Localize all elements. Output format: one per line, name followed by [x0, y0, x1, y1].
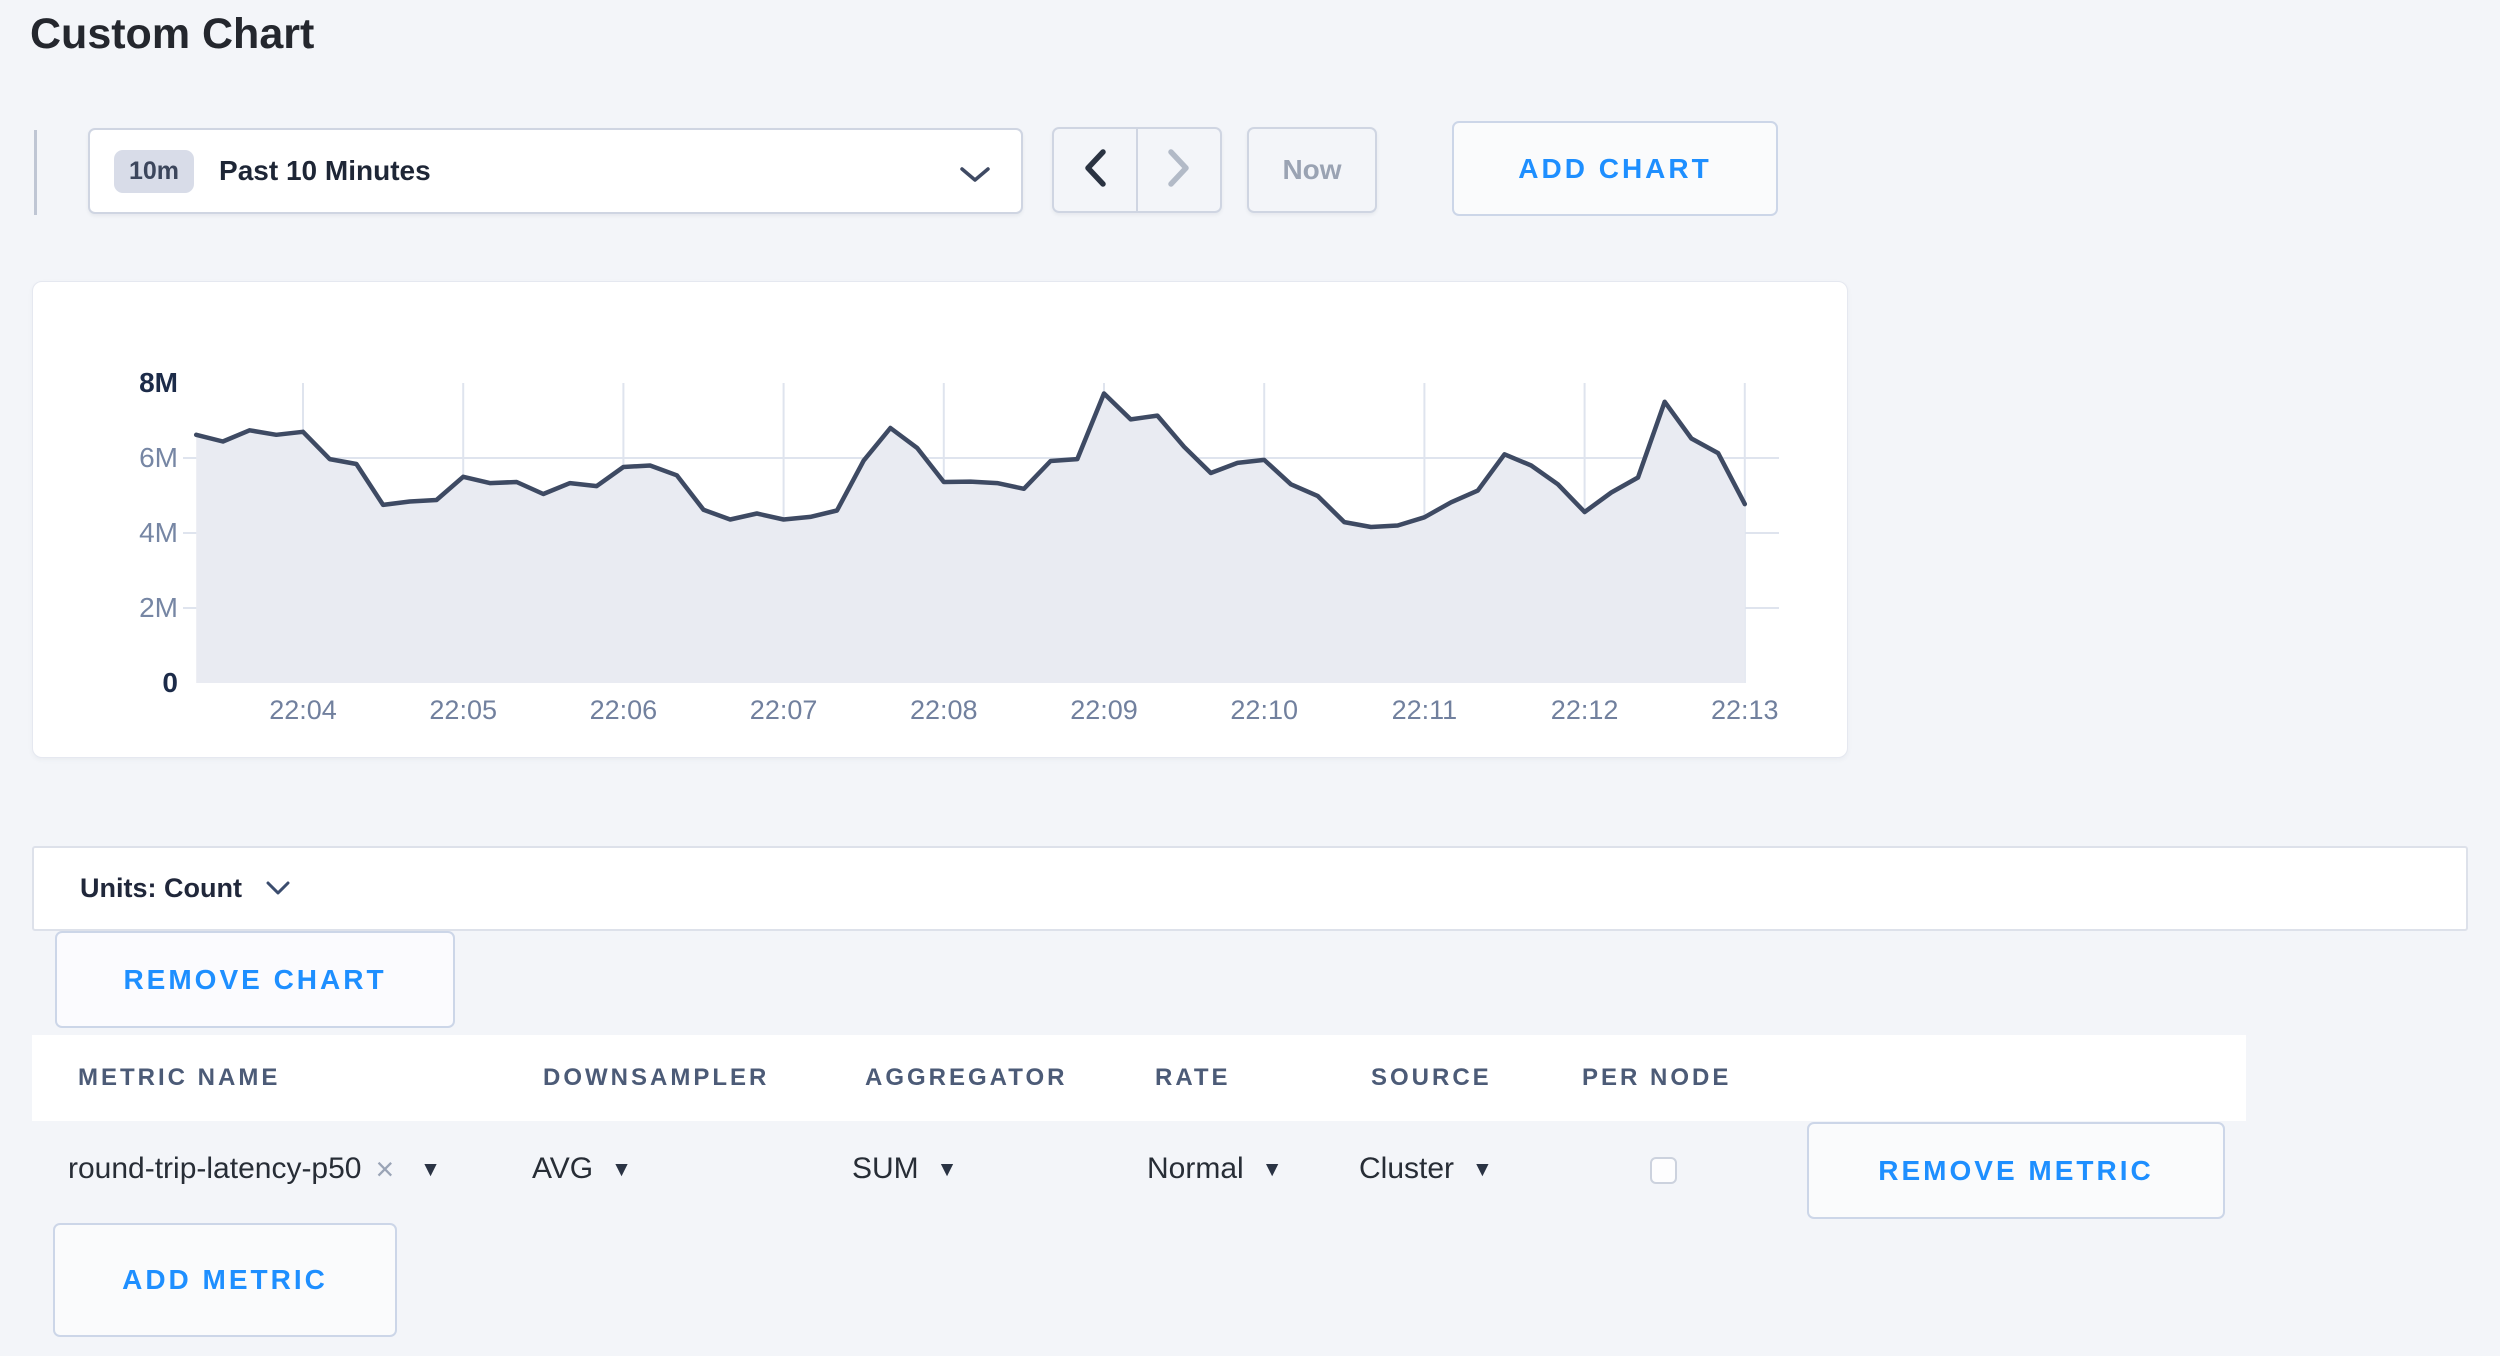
caret-down-icon: ▼	[611, 1157, 632, 1181]
caret-down-icon: ▼	[1261, 1157, 1283, 1181]
svg-text:22:08: 22:08	[910, 695, 978, 725]
svg-text:22:05: 22:05	[429, 695, 497, 725]
time-range-badge: 10m	[114, 149, 195, 193]
svg-text:22:11: 22:11	[1392, 695, 1458, 725]
per-node-checkbox[interactable]	[1650, 1157, 1677, 1184]
aggregator-dropdown[interactable]: SUM ▼	[852, 1152, 957, 1186]
page-title: Custom Chart	[30, 10, 315, 58]
svg-text:0: 0	[162, 667, 178, 698]
now-button[interactable]: Now	[1247, 127, 1377, 213]
svg-text:22:12: 22:12	[1551, 695, 1619, 725]
header-source: SOURCE	[1371, 1064, 1492, 1091]
source-value: Cluster	[1359, 1152, 1455, 1185]
time-range-label: Past 10 Minutes	[219, 155, 431, 186]
caret-down-icon: ▼	[936, 1157, 958, 1181]
header-aggregator: AGGREGATOR	[865, 1064, 1068, 1091]
custom-chart: 0 2M 4M 6M 8M 22:04 22:05 22:06 22:07 22:08 22:09 2…	[139, 367, 1779, 725]
prev-time-button[interactable]	[1054, 129, 1138, 211]
header-metric-name: METRIC NAME	[78, 1064, 281, 1091]
chevron-down-icon	[266, 881, 290, 901]
clear-metric-icon[interactable]: ×	[375, 1151, 395, 1187]
toolbar-left-divider	[34, 130, 37, 215]
metrics-table-header: METRIC NAME DOWNSAMPLER AGGREGATOR RATE …	[32, 1035, 2246, 1121]
chart-card: 0 2M 4M 6M 8M 22:04 22:05 22:06 22:07 22:08 22:09 2…	[32, 281, 1848, 758]
svg-text:22:06: 22:06	[590, 695, 658, 725]
remove-chart-button[interactable]: REMOVE CHART	[55, 931, 455, 1028]
units-label: Units: Count	[80, 873, 242, 903]
svg-text:22:04: 22:04	[269, 695, 337, 725]
rate-dropdown[interactable]: Normal ▼	[1147, 1152, 1282, 1186]
downsampler-dropdown[interactable]: AVG ▼	[532, 1152, 632, 1186]
time-shift-arrows	[1052, 127, 1222, 213]
svg-text:22:07: 22:07	[750, 695, 818, 725]
header-rate: RATE	[1155, 1064, 1231, 1091]
add-metric-button[interactable]: ADD METRIC	[53, 1223, 397, 1337]
add-chart-button[interactable]: ADD CHART	[1452, 121, 1778, 216]
next-time-button[interactable]	[1138, 129, 1220, 211]
header-per-node: PER NODE	[1582, 1064, 1732, 1091]
remove-metric-button[interactable]: REMOVE METRIC	[1807, 1122, 2225, 1219]
svg-text:2M: 2M	[139, 592, 178, 623]
chevron-left-icon	[1083, 148, 1107, 192]
downsampler-value: AVG	[532, 1152, 594, 1185]
svg-text:6M: 6M	[139, 442, 178, 473]
aggregator-value: SUM	[852, 1152, 919, 1185]
source-dropdown[interactable]: Cluster ▼	[1359, 1152, 1493, 1186]
svg-text:4M: 4M	[139, 517, 178, 548]
header-downsampler: DOWNSAMPLER	[543, 1064, 770, 1091]
svg-text:22:13: 22:13	[1711, 695, 1779, 725]
chevron-right-icon	[1167, 148, 1191, 192]
chevron-down-icon	[959, 166, 991, 189]
time-range-dropdown[interactable]: 10m Past 10 Minutes	[88, 128, 1023, 214]
svg-text:8M: 8M	[139, 367, 178, 398]
rate-value: Normal	[1147, 1152, 1244, 1185]
caret-down-icon: ▼	[420, 1157, 441, 1181]
metric-name-dropdown[interactable]: round-trip-latency-p50 × ▼	[68, 1152, 441, 1186]
svg-text:22:10: 22:10	[1230, 695, 1298, 725]
units-dropdown[interactable]: Units: Count	[32, 846, 2468, 931]
caret-down-icon: ▼	[1472, 1157, 1493, 1181]
svg-text:22:09: 22:09	[1070, 695, 1138, 725]
metric-name-value: round-trip-latency-p50	[68, 1152, 362, 1185]
